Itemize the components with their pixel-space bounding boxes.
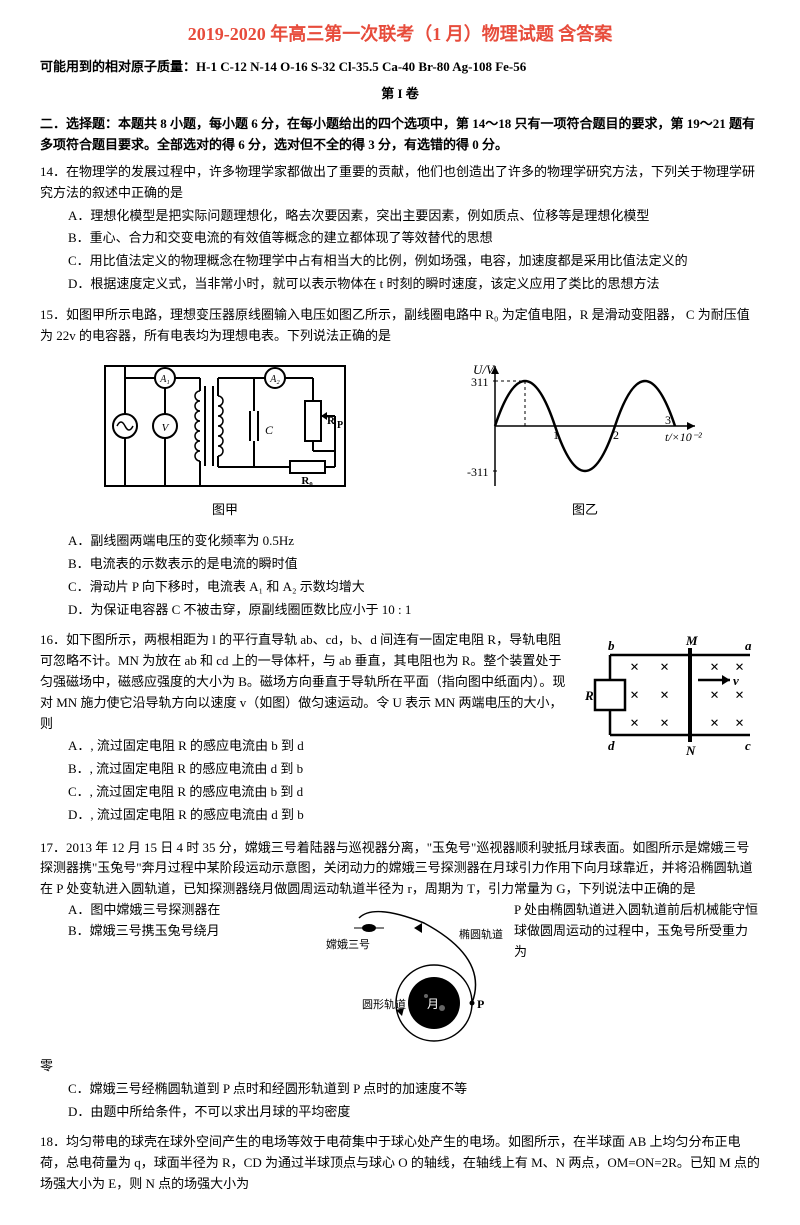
q15-figures: A₁ V A₂ C [40,356,760,521]
q17-zero: 零 [40,1056,760,1077]
svg-text:×: × [660,715,669,732]
svg-text:P: P [337,420,343,431]
q15-opt-b: B．电流表的示数表示的是电流的瞬时值 [68,554,760,575]
q14-opt-b: B．重心、合力和交变电流的有效值等概念的建立都体现了等效替代的思想 [68,228,760,249]
svg-text:×: × [710,659,719,676]
question-14: 14．在物理学的发展过程中，许多物理学家都做出了重要的贡献，他们也创造出了许多的… [40,162,760,295]
q14-opt-a: A．理想化模型是把实际问题理想化，略去次要因素，突出主要因素，例如质点、位移等是… [68,206,760,227]
svg-text:×: × [735,659,744,676]
svg-text:×: × [630,715,639,732]
q15-graph-figure: U/V t/×10⁻² 311 -311 1 2 3 图乙 [465,356,705,521]
svg-text:a: a [745,638,752,653]
circle-label: 圆形轨道 [362,997,406,1011]
question-15: 15．如图甲所示电路，理想变压器原线圈输入电压如图乙所示，副线圈电路中 R₀ 为… [40,305,760,621]
svg-text:-311: -311 [467,465,489,479]
q17-opt-c: C．嫦娥三号经椭圆轨道到 P 点时和经圆形轨道到 P 点时的加速度不等 [68,1079,760,1100]
q16-opt-d: D．, 流过固定电阻 R 的感应电流由 d 到 b [68,805,570,826]
svg-text:×: × [735,715,744,732]
ellipse-label: 椭圆轨道 [459,927,503,941]
section-2-heading: 二．选择题：本题共 8 小题，每小题 6 分，在每小题给出的四个选项中，第 14… [40,114,760,156]
svg-text:d: d [608,738,615,753]
q15-opt-c: C．滑动片 P 向下移时，电流表 A₁ 和 A₂ 示数均增大 [68,577,760,598]
q14-opt-c: C．用比值法定义的物理概念在物理学中占有相当大的比例，例如场强，电容，加速度都是… [68,251,760,272]
section-1-label: 第 I 卷 [40,84,760,105]
q15-options: A．副线圈两端电压的变化频率为 0.5Hz B．电流表的示数表示的是电流的瞬时值… [40,531,760,620]
question-17: 17．2013 年 12 月 15 日 4 时 35 分，嫦娥三号着陆器与巡视器… [40,838,760,1123]
svg-text:c: c [745,738,751,753]
q17-text: 17．2013 年 12 月 15 日 4 时 35 分，嫦娥三号着陆器与巡视器… [40,838,760,900]
svg-text:b: b [608,638,615,653]
q17-opt-b-left: B．嫦娥三号携玉兔号绕月 [68,921,314,942]
svg-text:×: × [710,687,719,704]
orbit-icon: 月 圆形轨道 椭圆轨道 嫦娥三号 P [314,908,514,1048]
q15-circuit-figure: A₁ V A₂ C [95,356,355,521]
svg-text:A₁: A₁ [159,374,170,385]
page-title: 2019-2020 年高三第一次联考（1 月）物理试题 含答案 [40,20,760,49]
q17-opt-d: D．由题中所给条件，不可以求出月球的平均密度 [68,1102,760,1123]
svg-text:R₀: R₀ [301,475,313,487]
svg-text:×: × [660,687,669,704]
q17-opt-a-right: P 处由椭圆轨道进入圆轨道前后机械能守恒 [514,900,760,921]
atomic-masses: 可能用到的相对原子质量：H-1 C-12 N-14 O-16 S-32 Cl-3… [40,57,760,78]
svg-text:×: × [735,687,744,704]
q18-text: 18．均匀带电的球壳在球外空间产生的电场等效于电荷集中于球心处产生的电场。如图所… [40,1132,760,1194]
q17-opt-b-right: 球做圆周运动的过程中，玉兔号所受重力为 [514,921,760,963]
sine-graph-icon: U/V t/×10⁻² 311 -311 1 2 3 [465,356,705,496]
q16-text: 16．如下图所示，两根相距为 l 的平行直导轨 ab、cd，b、d 间连有一固定… [40,630,570,734]
rail-circuit-icon: R M N b a d c v × × × × × × [580,630,760,760]
svg-text:月: 月 [427,997,439,1011]
q16-opt-a: A．, 流过固定电阻 R 的感应电流由 b 到 d [68,736,570,757]
q15-opt-d: D．为保证电容器 C 不被击穿，原副线圈匝数比应小于 10 : 1 [68,600,760,621]
q15-opt-a: A．副线圈两端电压的变化频率为 0.5Hz [68,531,760,552]
q14-options: A．理想化模型是把实际问题理想化，略去次要因素，突出主要因素，例如质点、位移等是… [40,206,760,295]
svg-text:×: × [660,659,669,676]
svg-text:M: M [685,633,698,648]
xlabel: t/×10⁻² [665,430,702,444]
q15-text: 15．如图甲所示电路，理想变压器原线圈输入电压如图乙所示，副线圈电路中 R₀ 为… [40,305,760,347]
q16-opt-c: C．, 流过固定电阻 R 的感应电流由 b 到 d [68,782,570,803]
svg-text:×: × [710,715,719,732]
q16-figure: R M N b a d c v × × × × × × [580,630,760,827]
q15-caption-b: 图乙 [465,500,705,521]
svg-text:×: × [630,659,639,676]
svg-text:P: P [477,997,484,1011]
q16-opt-b: B．, 流过固定电阻 R 的感应电流由 d 到 b [68,759,570,780]
question-18: 18．均匀带电的球壳在球外空间产生的电场等效于电荷集中于球心处产生的电场。如图所… [40,1132,760,1194]
title-year: 2019-2020 [188,24,266,44]
title-rest: 年高三第一次联考（1 月）物理试题 含答案 [270,24,612,44]
svg-text:C: C [265,423,274,437]
svg-text:A₂: A₂ [269,374,280,385]
q16-options: A．, 流过固定电阻 R 的感应电流由 b 到 d B．, 流过固定电阻 R 的… [40,736,570,825]
q14-opt-d: D．根据速度定义式，当非常小时，就可以表示物体在 t 时刻的瞬时速度，该定义应用… [68,274,760,295]
q17-opt-a-left: A．图中嫦娥三号探测器在 [68,900,314,921]
q14-text: 14．在物理学的发展过程中，许多物理学家都做出了重要的贡献，他们也创造出了许多的… [40,162,760,204]
q17-options-cd: C．嫦娥三号经椭圆轨道到 P 点时和经圆形轨道到 P 点时的加速度不等 D．由题… [40,1079,760,1123]
svg-text:×: × [630,687,639,704]
svg-text:N: N [685,743,696,758]
question-16: 16．如下图所示，两根相距为 l 的平行直导轨 ab、cd，b、d 间连有一固定… [40,630,760,827]
probe-label: 嫦娥三号 [326,937,370,951]
circuit-icon: A₁ V A₂ C [95,356,355,496]
svg-text:V: V [162,422,170,434]
ytick-max: 311 [471,375,489,389]
q15-caption-a: 图甲 [95,500,355,521]
q17-figure: 月 圆形轨道 椭圆轨道 嫦娥三号 P [314,908,514,1048]
svg-text:R: R [584,688,594,703]
